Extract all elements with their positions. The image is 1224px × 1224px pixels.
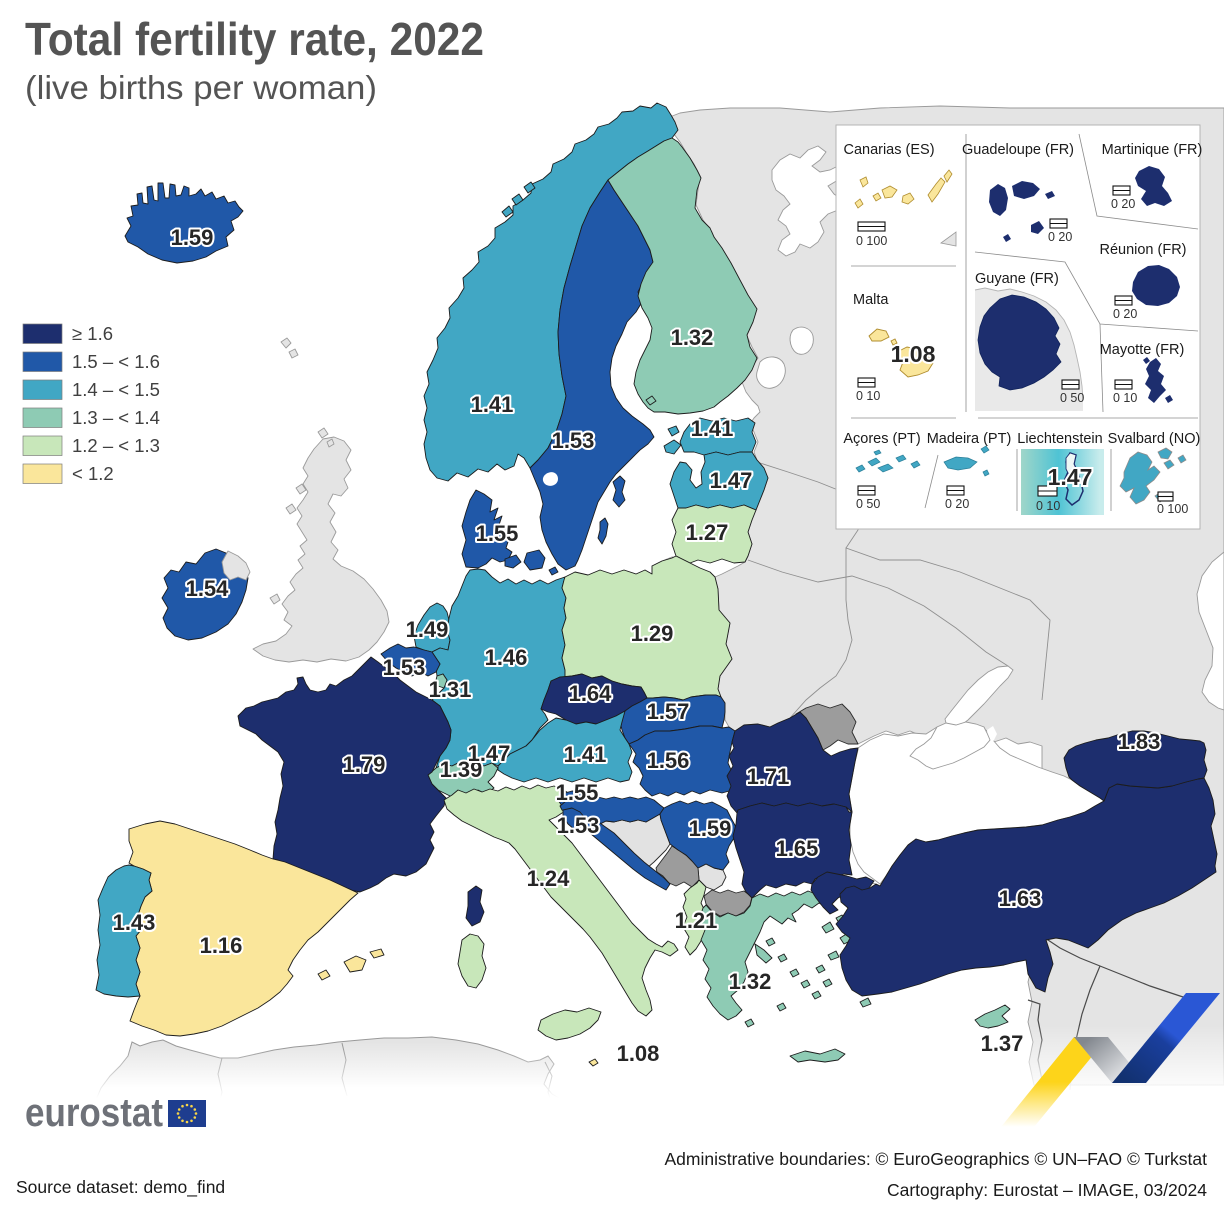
svg-text:1.79: 1.79	[343, 752, 386, 777]
svg-text:eurostat: eurostat	[25, 1091, 163, 1135]
svg-text:≥ 1.6: ≥ 1.6	[72, 323, 113, 344]
svg-text:1.56: 1.56	[647, 748, 690, 773]
svg-text:Malta: Malta	[853, 292, 889, 308]
svg-text:Liechtenstein: Liechtenstein	[1017, 431, 1102, 447]
svg-text:< 1.2: < 1.2	[72, 463, 114, 484]
svg-text:Source dataset: demo_find: Source dataset: demo_find	[16, 1177, 225, 1198]
svg-text:1.41: 1.41	[691, 416, 734, 441]
svg-text:Guyane (FR): Guyane (FR)	[975, 271, 1059, 287]
svg-text:1.39: 1.39	[440, 757, 483, 782]
svg-text:1.2 – < 1.3: 1.2 – < 1.3	[72, 435, 160, 456]
svg-text:Réunion (FR): Réunion (FR)	[1099, 242, 1186, 258]
svg-text:1.64: 1.64	[569, 681, 613, 706]
svg-text:1.65: 1.65	[776, 836, 819, 861]
svg-text:Cartography: Eurostat – IMAGE,: Cartography: Eurostat – IMAGE, 03/2024	[887, 1180, 1207, 1200]
svg-text:Total fertility rate, 2022: Total fertility rate, 2022	[25, 13, 484, 65]
svg-text:1.47: 1.47	[1048, 464, 1093, 490]
svg-text:1.53: 1.53	[383, 655, 426, 680]
svg-text:1.47: 1.47	[710, 468, 753, 493]
svg-text:0 10: 0 10	[856, 389, 880, 403]
svg-text:1.31: 1.31	[429, 677, 472, 702]
svg-text:0 20: 0 20	[1048, 230, 1072, 244]
svg-text:1.29: 1.29	[631, 621, 674, 646]
svg-text:0 100: 0 100	[856, 234, 887, 248]
svg-text:0 10: 0 10	[1036, 499, 1060, 513]
svg-text:0 20: 0 20	[945, 497, 969, 511]
svg-text:0 100: 0 100	[1157, 502, 1188, 516]
svg-text:1.5 – < 1.6: 1.5 – < 1.6	[72, 351, 160, 372]
svg-text:1.55: 1.55	[476, 521, 519, 546]
svg-text:1.54: 1.54	[186, 576, 230, 601]
svg-text:1.41: 1.41	[564, 742, 607, 767]
svg-text:0 20: 0 20	[1111, 197, 1135, 211]
svg-text:1.47: 1.47	[468, 741, 511, 766]
svg-text:1.24: 1.24	[527, 866, 571, 891]
svg-text:1.53: 1.53	[552, 428, 595, 453]
svg-text:1.16: 1.16	[200, 933, 243, 958]
svg-text:Açores (PT): Açores (PT)	[843, 431, 920, 447]
svg-text:Administrative boundaries: © E: Administrative boundaries: © EuroGeograp…	[664, 1149, 1207, 1169]
svg-text:1.21: 1.21	[675, 908, 718, 933]
svg-text:1.08: 1.08	[617, 1041, 660, 1066]
svg-text:1.3 – < 1.4: 1.3 – < 1.4	[72, 407, 160, 428]
svg-text:1.46: 1.46	[485, 645, 528, 670]
svg-text:(live births per woman): (live births per woman)	[25, 69, 377, 106]
svg-text:0 20: 0 20	[1113, 307, 1137, 321]
svg-text:Guadeloupe (FR): Guadeloupe (FR)	[962, 142, 1074, 158]
svg-text:0 50: 0 50	[856, 497, 880, 511]
svg-text:0 10: 0 10	[1113, 391, 1137, 405]
svg-text:1.63: 1.63	[999, 886, 1042, 911]
svg-text:1.59: 1.59	[171, 225, 214, 250]
svg-text:1.57: 1.57	[647, 699, 690, 724]
svg-text:Madeira (PT): Madeira (PT)	[927, 431, 1012, 447]
svg-text:Mayotte (FR): Mayotte (FR)	[1100, 342, 1185, 358]
svg-text:1.83: 1.83	[1118, 729, 1161, 754]
svg-text:Canarias (ES): Canarias (ES)	[843, 142, 934, 158]
svg-text:Martinique (FR): Martinique (FR)	[1102, 142, 1203, 158]
svg-text:1.41: 1.41	[471, 392, 514, 417]
svg-text:1.32: 1.32	[729, 969, 772, 994]
svg-text:1.71: 1.71	[747, 764, 790, 789]
svg-text:1.59: 1.59	[689, 816, 732, 841]
svg-text:1.53: 1.53	[557, 813, 600, 838]
svg-text:1.32: 1.32	[671, 325, 714, 350]
svg-text:1.43: 1.43	[113, 910, 156, 935]
svg-text:1.55: 1.55	[556, 780, 599, 805]
svg-text:1.49: 1.49	[406, 617, 449, 642]
svg-text:0 50: 0 50	[1060, 391, 1084, 405]
svg-text:1.37: 1.37	[981, 1031, 1024, 1056]
svg-text:Svalbard (NO): Svalbard (NO)	[1108, 431, 1201, 447]
svg-text:1.4 – < 1.5: 1.4 – < 1.5	[72, 379, 160, 400]
svg-text:1.27: 1.27	[686, 520, 729, 545]
svg-text:1.08: 1.08	[891, 341, 936, 367]
